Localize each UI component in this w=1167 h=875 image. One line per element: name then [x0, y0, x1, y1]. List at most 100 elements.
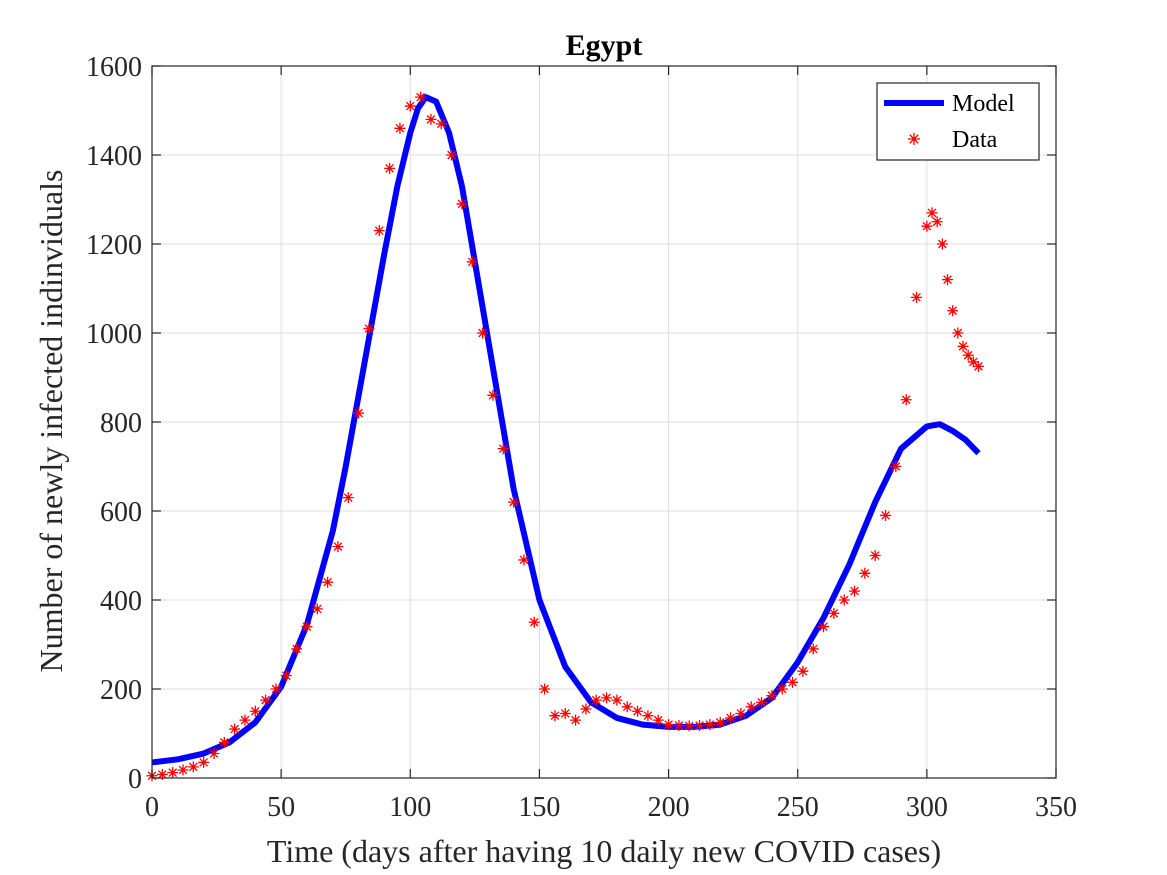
data-point: [435, 118, 447, 130]
y-tick-label: 1600: [86, 52, 142, 83]
data-point: [957, 340, 969, 352]
y-axis-title: Number of newly infected indinviduals: [33, 170, 69, 673]
data-point: [311, 603, 323, 615]
data-point: [280, 670, 292, 682]
y-tick-label: 800: [100, 408, 142, 439]
data-point: [973, 360, 985, 372]
data-point: [776, 683, 788, 695]
data-point: [415, 91, 427, 103]
y-tick-label: 200: [100, 675, 142, 706]
data-point: [270, 683, 282, 695]
data-point: [559, 707, 571, 719]
legend-label: Data: [952, 127, 998, 153]
data-point: [859, 567, 871, 579]
data-point: [838, 594, 850, 606]
data-point: [363, 323, 375, 335]
data-point: [725, 712, 737, 724]
y-tick-label: 1000: [86, 319, 142, 350]
data-point: [683, 720, 695, 732]
data-point: [880, 509, 892, 521]
data-point: [714, 716, 726, 728]
data-point: [332, 541, 344, 553]
data-point: [260, 694, 272, 706]
data-point: [301, 621, 313, 633]
data-point: [828, 607, 840, 619]
chart-title: Egypt: [566, 29, 643, 62]
x-tick-label: 150: [518, 792, 560, 823]
data-point: [580, 703, 592, 715]
data-point: [797, 665, 809, 677]
x-axis-title: Time (days after having 10 daily new COV…: [267, 833, 941, 869]
data-point: [384, 162, 396, 174]
data-point: [890, 461, 902, 472]
series-line-model: [151, 94, 981, 766]
data-point: [342, 492, 354, 504]
data-point: [900, 394, 912, 406]
data-point: [456, 198, 468, 210]
data-point: [756, 696, 768, 708]
data-point: [652, 714, 664, 726]
x-tick-label: 0: [145, 792, 159, 823]
data-point: [967, 356, 979, 368]
data-point: [766, 690, 778, 702]
data-point: [869, 550, 881, 561]
data-point: [947, 305, 959, 317]
data-point: [353, 407, 365, 419]
data-point: [291, 643, 303, 655]
data-point: [156, 768, 168, 780]
data-point: [570, 714, 582, 726]
data-point: [942, 274, 954, 286]
x-tick-label: 250: [777, 792, 819, 823]
data-point: [249, 705, 261, 717]
data-point: [229, 723, 241, 735]
data-point: [936, 238, 948, 250]
data-point: [187, 761, 199, 773]
data-point: [487, 389, 499, 401]
data-point: [425, 113, 437, 125]
data-point: [601, 692, 613, 704]
data-point: [497, 443, 509, 455]
y-tick-label: 1400: [86, 141, 142, 172]
data-point: [198, 756, 210, 768]
data-point: [926, 207, 938, 219]
data-point: [952, 327, 964, 339]
data-point: [818, 621, 830, 633]
x-tick-label: 50: [267, 792, 295, 823]
data-point: [735, 707, 747, 719]
y-tick-label: 400: [100, 586, 142, 617]
data-point: [611, 694, 623, 706]
data-point: [694, 719, 706, 731]
x-tick-label: 100: [389, 792, 431, 823]
data-point: [911, 291, 923, 303]
y-tick-label: 600: [100, 497, 142, 528]
data-point: [539, 683, 551, 695]
data-point: [528, 616, 540, 628]
data-point: [167, 767, 179, 779]
data-point: [787, 676, 799, 688]
data-point: [404, 100, 416, 112]
data-point: [745, 701, 757, 713]
data-point: [849, 585, 861, 597]
data-point: [549, 710, 561, 722]
data-point: [208, 748, 220, 760]
data-point: [931, 216, 943, 228]
data-point: [518, 554, 530, 566]
data-point: [218, 736, 230, 748]
data-point: [466, 256, 478, 268]
data-point: [239, 714, 251, 726]
data-point: [177, 764, 189, 776]
data-point: [446, 149, 458, 161]
y-tick-label: 1200: [86, 230, 142, 261]
data-point: [373, 225, 385, 237]
data-point: [704, 719, 716, 731]
axes: 0 50 100 150 200 250 300 350 0 200 400 600 800 1000 12…: [86, 52, 1077, 823]
data-point: [508, 496, 520, 508]
plot-area: [146, 91, 985, 782]
data-point: [673, 719, 685, 731]
data-point: [394, 122, 406, 134]
data-point: [632, 705, 644, 717]
legend-swatch-data: [908, 133, 920, 145]
data-point: [663, 719, 675, 731]
